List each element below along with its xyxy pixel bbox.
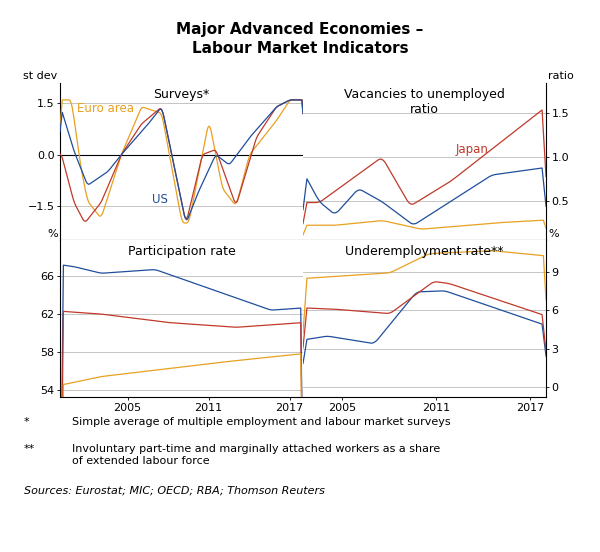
Text: %: % bbox=[47, 229, 58, 238]
Text: ratio: ratio bbox=[548, 71, 574, 81]
Text: **: ** bbox=[24, 444, 35, 454]
Text: Participation rate: Participation rate bbox=[128, 245, 235, 258]
Text: st dev: st dev bbox=[23, 71, 58, 81]
Text: US: US bbox=[152, 193, 168, 206]
Text: Sources: Eurostat; MIC; OECD; RBA; Thomson Reuters: Sources: Eurostat; MIC; OECD; RBA; Thoms… bbox=[24, 486, 325, 496]
Text: %: % bbox=[548, 229, 559, 238]
Text: Involuntary part-time and marginally attached workers as a share
of extended lab: Involuntary part-time and marginally att… bbox=[72, 444, 440, 466]
Text: *: * bbox=[24, 417, 29, 427]
Text: Japan: Japan bbox=[456, 142, 489, 156]
Text: Surveys*: Surveys* bbox=[154, 88, 209, 100]
Text: Vacancies to unemployed
ratio: Vacancies to unemployed ratio bbox=[344, 88, 505, 115]
Text: Underemployment rate**: Underemployment rate** bbox=[345, 245, 504, 258]
Text: Major Advanced Economies –
Labour Market Indicators: Major Advanced Economies – Labour Market… bbox=[176, 22, 424, 56]
Text: Euro area: Euro area bbox=[77, 102, 134, 115]
Text: Simple average of multiple employment and labour market surveys: Simple average of multiple employment an… bbox=[72, 417, 451, 427]
